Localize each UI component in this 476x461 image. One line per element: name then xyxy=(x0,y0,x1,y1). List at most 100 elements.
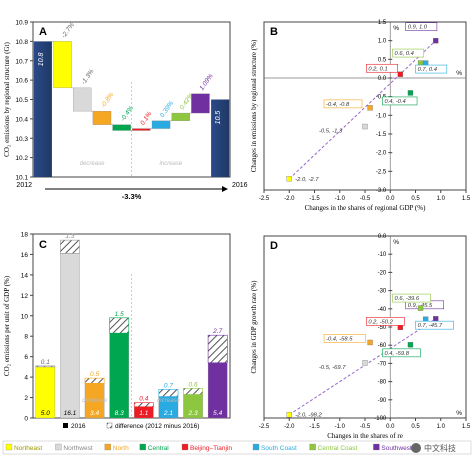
panel-d-ytick-label: -30 xyxy=(378,289,387,295)
panel-a-bar-northeast xyxy=(53,41,72,89)
panel-b-label-south-coast: 0.7, 0.4 xyxy=(418,67,437,73)
panel-b-ytick-label: 1.5 xyxy=(378,20,387,26)
panel-c-value-diff-central: 1.5 xyxy=(115,311,124,318)
panel-b-label-box-central-coast xyxy=(392,48,425,58)
panel-b-xtick-label: 0.5 xyxy=(411,196,420,202)
panel-d-xtick-label: -1.5 xyxy=(309,424,320,430)
panel-a-ytick-label: 10.8 xyxy=(15,39,28,46)
panel-c-value-diff-south-coast: 0.7 xyxy=(164,382,173,389)
panel-a-bar-central xyxy=(112,124,131,131)
panel-c-legend-solid-label: 2016 xyxy=(71,423,86,430)
panel-b-xtick-label: -1.0 xyxy=(335,196,346,202)
panel-a-overall-change: -3.3% xyxy=(122,192,142,201)
panel-a-ytick-label: 10.2 xyxy=(15,155,28,162)
panel-a-group-increase: increase xyxy=(160,161,183,167)
panel-a-x-end: 2016 xyxy=(232,182,248,189)
panel-b-label-beijing-tianjin: 0.2, 0.1 xyxy=(368,66,387,72)
panel-d-label-central-coast: 0.6, -39.6 xyxy=(395,296,420,302)
panel-b-letter: B xyxy=(270,26,278,38)
panel-d-point-northwest xyxy=(362,360,368,366)
panel-d: D -2.5 -2.0 -1.5 -1.0 -0.5 0.0 0.5 1.0 1.5 -100 -90… xyxy=(250,234,471,440)
panel-d-x-unit: % xyxy=(456,410,462,417)
panel-d-label-box-central-coast xyxy=(392,293,431,303)
panel-b-label-box-beijing-tianjin xyxy=(366,63,398,73)
panel-a-ylabel: CO₂ emissions by regional structure (Gt) xyxy=(3,42,11,157)
panel-b-ytick-label: -3.0 xyxy=(376,188,387,194)
panel-b-label-north: -0.4, -0.8 xyxy=(326,102,350,108)
panel-c-value-diff-northeast: 0.1 xyxy=(41,359,50,366)
panel-d-label-box-beijing-tianjin xyxy=(366,317,405,326)
panel-c-value-diff-northwest: 1.3 xyxy=(65,233,74,240)
legend-label-north: North xyxy=(113,445,129,452)
panel-b-xtick-label: -1.5 xyxy=(309,196,320,202)
legend-label-south-coast: South Coast xyxy=(261,445,297,452)
panel-c-group-decrease: decrease xyxy=(82,398,107,404)
panel-a-start-value: 10.8 xyxy=(38,52,45,66)
panel-c-bar-diff-beijing-tianjin xyxy=(133,402,154,408)
panel-c-bar-diff-central xyxy=(109,317,130,334)
panel-b-point-central xyxy=(407,90,414,96)
panel-d-ytick-label: -90 xyxy=(378,398,387,404)
panel-c-value-diff-north: 0.5 xyxy=(90,371,99,378)
panel-d-xlabel: Changes in the shares of re xyxy=(327,432,403,440)
panel-b-label-box-north xyxy=(323,99,363,109)
panel-d-xtick-label: -1.0 xyxy=(335,424,346,430)
panel-b-point-north xyxy=(367,105,373,111)
panel-d-y-unit: % xyxy=(393,239,399,246)
panel-d-xtick-label: -2.0 xyxy=(284,424,295,430)
panel-b: B -2.5 -2.0 -1.5 -1.0 -0.5 0.0 0.5 1.0 1.5 -3.0 -2.… xyxy=(250,20,471,212)
panel-c-value-2016-north: 3.4 xyxy=(90,410,99,417)
panel-b-point-southwest xyxy=(433,38,439,44)
panel-c-letter: C xyxy=(39,239,47,251)
panel-c-value-2016-northwest: 16.1 xyxy=(64,410,77,417)
panel-c-ytick-label: 4 xyxy=(24,375,28,382)
panel-d-xtick-label: 0.5 xyxy=(411,424,420,430)
panel-d-letter: D xyxy=(270,240,278,252)
panel-b-point-northeast xyxy=(286,176,292,182)
legend-swatch-north xyxy=(104,443,111,451)
panel-a-letter: A xyxy=(39,26,47,38)
panel-d-label-northwest: -0.5, -69.7 xyxy=(319,365,346,371)
panel-c-bar-2016-central xyxy=(109,333,129,419)
panel-c-ytick-label: 16 xyxy=(21,252,29,259)
panel-d-point-central xyxy=(407,342,414,348)
panel-a-bar-north xyxy=(92,110,112,125)
panel-d-ylabel: Changes in GDP growth rate (%) xyxy=(250,280,258,374)
panel-a-bar-beijing-tianjin xyxy=(132,128,151,131)
panel-b-xtick-label: 1.0 xyxy=(437,196,446,202)
panel-d-point-north xyxy=(367,339,373,346)
legend-swatch-central xyxy=(139,443,146,451)
legend-swatch-central-coast xyxy=(309,443,316,451)
legend-swatch-northwest xyxy=(55,443,62,451)
panel-b-label-box-south-coast xyxy=(415,64,448,74)
panel-d-point-southwest xyxy=(433,316,439,322)
panel-a-bar-northwest xyxy=(73,87,92,112)
legend-swatch-south-coast xyxy=(252,443,260,451)
panel-c-value-2016-south-coast: 2.1 xyxy=(163,410,173,417)
panel-a-ytick-label: 10.4 xyxy=(15,116,28,123)
panel-b-point-northwest xyxy=(362,123,368,130)
panel-c-ytick-label: 14 xyxy=(21,272,29,279)
panel-d-ytick-label: -60 xyxy=(378,343,387,349)
panel-a-bar-central-coast xyxy=(171,112,190,121)
panel-b-x-unit: % xyxy=(456,70,462,77)
panel-a-x-start: 2012 xyxy=(16,182,32,189)
panel-d-label-box-north xyxy=(323,334,366,343)
panel-d-ytick-label: -70 xyxy=(378,361,387,367)
panel-c-value-2016-central-coast: 2.3 xyxy=(188,410,198,417)
panel-b-label-central: 0.4, -0.4 xyxy=(384,99,405,105)
panel-c-value-2016-central: 8.3 xyxy=(115,410,124,417)
legend-label-southwest: Southwest xyxy=(381,445,412,452)
panel-b-ylabel: Changes in emissions by regional structu… xyxy=(250,39,258,172)
panel-c-legend-solid-swatch xyxy=(63,423,68,428)
panel-a-ytick-label: 10.9 xyxy=(15,20,28,27)
panel-c-bar-diff-northeast xyxy=(35,365,56,368)
panel-b-trendline xyxy=(288,40,437,180)
legend-swatch-northeast xyxy=(5,443,13,451)
panel-b-ytick-label: -0.5 xyxy=(376,95,387,101)
panel-b-ytick-label: -1.5 xyxy=(376,132,387,138)
panel-b-label-box-southwest xyxy=(405,22,438,31)
panel-d-ytick-label: -50 xyxy=(378,325,387,331)
watermark-text: 中文科技 xyxy=(424,443,456,453)
